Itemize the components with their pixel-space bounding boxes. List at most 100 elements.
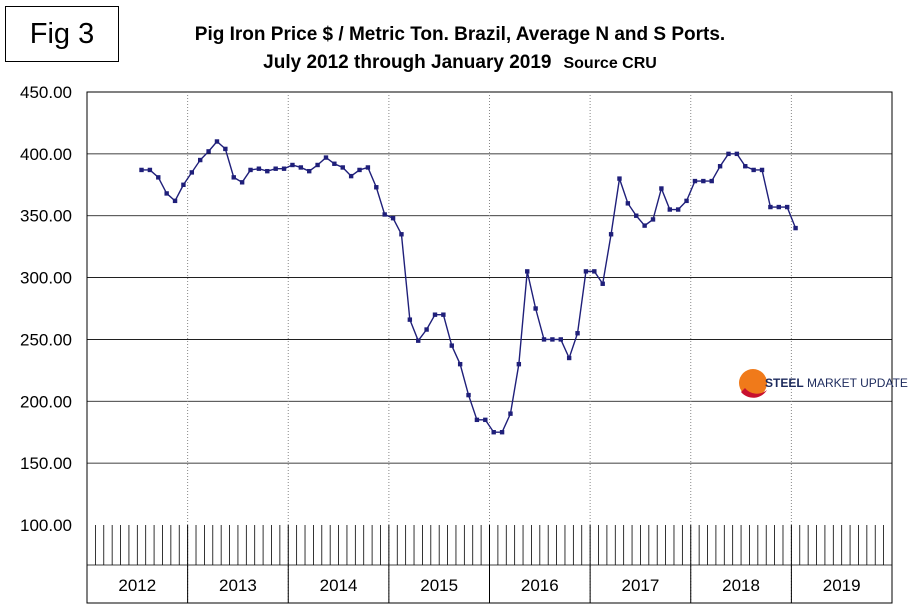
data-point [449, 343, 454, 348]
data-point [667, 207, 672, 212]
data-point [198, 157, 203, 163]
data-point [726, 151, 731, 157]
data-point [466, 392, 471, 398]
data-point [784, 204, 790, 210]
y-tick-label: 450.00 [20, 83, 72, 102]
logo-text-bold: STEEL [765, 376, 804, 390]
data-point [634, 213, 639, 218]
data-point [508, 411, 513, 416]
source-label: Source CRU [563, 55, 657, 72]
data-point [558, 337, 563, 342]
steel-market-update-logo: STEEL MARKET UPDATE [733, 362, 908, 404]
data-point [390, 215, 396, 221]
logo-text-rest: MARKET UPDATE [803, 376, 908, 390]
data-point [474, 417, 480, 423]
data-point [139, 167, 144, 173]
chart-subtitle-line: July 2012 through January 2019 Source CRU [120, 52, 800, 74]
x-year-label: 2017 [622, 576, 660, 595]
data-point [332, 161, 337, 166]
data-point [340, 165, 345, 170]
series-line [141, 140, 797, 433]
data-point [575, 331, 580, 336]
data-point [147, 167, 153, 173]
chart-title: Pig Iron Price $ / Metric Ton. Brazil, A… [194, 24, 726, 45]
data-point [751, 167, 756, 173]
data-point [541, 337, 547, 342]
y-tick-label: 250.00 [20, 330, 72, 349]
data-point [298, 165, 304, 170]
data-point [759, 167, 765, 173]
logo-arc [741, 388, 767, 398]
data-point [768, 204, 773, 210]
data-point [583, 269, 589, 274]
data-point [248, 167, 253, 173]
data-point [692, 178, 698, 184]
x-axis: 2012 2013 2014 2015 2016 2017 2018 2019 [87, 525, 892, 603]
data-point [172, 198, 178, 204]
x-year-label: 2019 [823, 576, 861, 595]
data-point [239, 180, 245, 185]
data-point [684, 198, 689, 204]
data-point [608, 232, 614, 237]
data-point [743, 164, 748, 169]
y-tick-label: 350.00 [20, 207, 72, 226]
data-point [776, 204, 781, 210]
grid-lines [87, 91, 892, 603]
data-point [592, 269, 597, 274]
data-point [734, 151, 740, 157]
data-point [642, 223, 647, 228]
x-year-label: 2013 [219, 576, 257, 595]
data-point [214, 139, 220, 144]
data-point [164, 191, 169, 196]
data-point [357, 167, 362, 173]
data-point [374, 185, 379, 190]
data-point [499, 430, 505, 435]
data-point [550, 337, 555, 342]
data-point [709, 178, 714, 184]
data-point [424, 327, 429, 332]
y-tick-label: 300.00 [20, 269, 72, 288]
data-point [617, 176, 622, 181]
y-tick-label: 200.00 [20, 392, 72, 411]
y-tick-label: 100.00 [20, 516, 72, 535]
data-point [625, 201, 631, 206]
data-point [189, 170, 195, 175]
y-tick-label: 150.00 [20, 454, 72, 473]
data-point [457, 361, 463, 367]
data-point [533, 306, 538, 311]
data-point [650, 217, 656, 222]
y-axis: 100.00 150.00 200.00 250.00 300.00 350.00 400.… [20, 83, 72, 535]
data-point [491, 430, 496, 435]
data-point [483, 417, 488, 423]
figure-label: Fig 3 [5, 6, 119, 62]
logo-swoosh-icon [739, 369, 767, 398]
data-point [382, 212, 387, 217]
data-point [323, 155, 329, 160]
data-point [675, 207, 681, 212]
data-point [231, 175, 236, 180]
data-point [265, 168, 270, 174]
data-point [365, 165, 371, 170]
data-point [281, 166, 287, 171]
data-point [181, 182, 186, 187]
data-point [525, 269, 530, 274]
data-point [659, 186, 664, 191]
chart-subtitle: July 2012 through January 2019 [263, 52, 552, 73]
data-point [315, 162, 320, 168]
data-point [717, 164, 723, 169]
data-point [273, 166, 278, 171]
x-year-label: 2018 [722, 576, 760, 595]
logo-text: STEEL MARKET UPDATE [765, 376, 908, 390]
data-point [348, 173, 354, 179]
data-point [441, 312, 446, 317]
x-year-label: 2012 [118, 576, 156, 595]
y-tick-label: 400.00 [20, 145, 72, 164]
data-point [399, 232, 404, 237]
data-point [600, 281, 605, 286]
data-point [701, 178, 706, 184]
data-point [290, 162, 295, 168]
x-year-label: 2015 [420, 576, 458, 595]
data-point [256, 166, 262, 171]
data-point [432, 312, 438, 317]
